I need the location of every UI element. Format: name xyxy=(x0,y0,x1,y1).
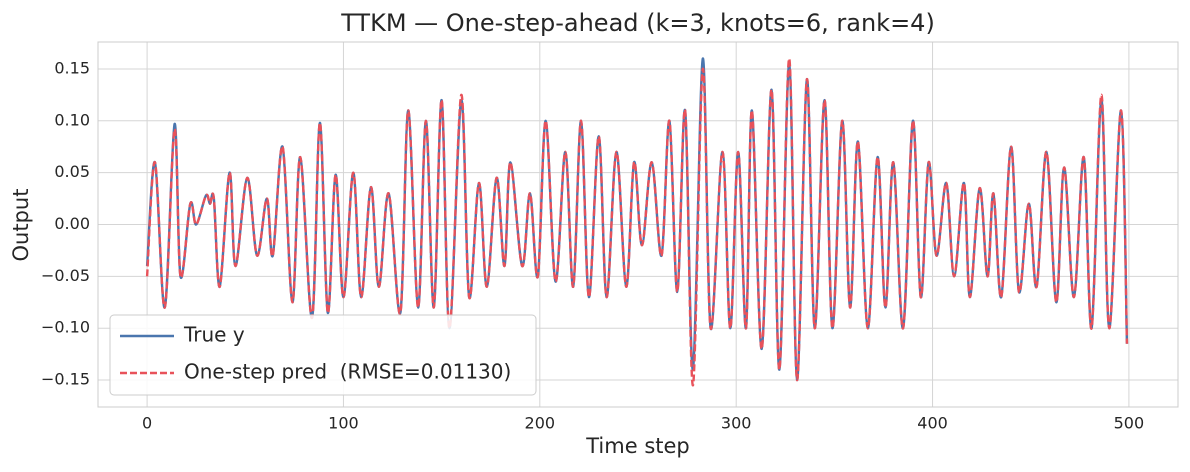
y-tick-label: −0.15 xyxy=(41,370,90,389)
y-tick-label: 0.15 xyxy=(54,58,90,77)
y-axis-label: Output xyxy=(9,189,33,262)
plot-frame xyxy=(97,41,1179,408)
y-tick-label: 0.00 xyxy=(54,214,90,233)
series-line xyxy=(145,57,1129,387)
x-axis-label: Time step xyxy=(585,434,690,458)
y-tick-label: −0.10 xyxy=(41,318,90,337)
x-tick-label: 400 xyxy=(917,414,948,433)
legend: True y One-step pred (RMSE=0.01130) xyxy=(109,314,537,396)
y-tick-label: 0.10 xyxy=(54,110,90,129)
y-tick-label: −0.05 xyxy=(41,266,90,285)
legend-label: True y xyxy=(183,323,245,347)
y-tick-label: 0.05 xyxy=(54,162,90,181)
x-tick-label: 0 xyxy=(142,414,152,433)
chart-title: TTKM — One-step-ahead (k=3, knots=6, ran… xyxy=(340,9,935,37)
x-tick-label: 300 xyxy=(721,414,752,433)
legend-label: One-step pred (RMSE=0.01130) xyxy=(184,360,511,384)
x-tick-label: 100 xyxy=(328,414,359,433)
x-tick-label: 200 xyxy=(525,414,556,433)
legend-box xyxy=(109,314,537,396)
x-tick-label: 500 xyxy=(1114,414,1145,433)
